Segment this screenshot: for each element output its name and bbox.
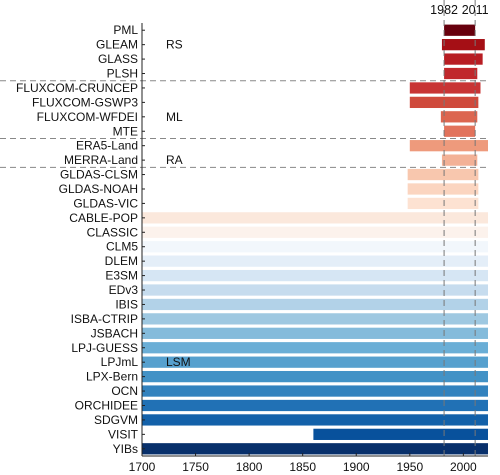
- y-tick-label-gldas-noah: GLDAS-NOAH: [59, 182, 138, 196]
- y-tick-label-ibis: IBIS: [115, 297, 138, 311]
- y-tick-label-classic: CLASSIC: [87, 225, 139, 239]
- y-tick-label-ocn: OCN: [111, 384, 138, 398]
- bar-gldas-vic: [407, 197, 479, 210]
- bar-gleam: [441, 39, 485, 51]
- bar-gldas-clsm: [407, 168, 479, 181]
- reference-label-2011: 2011: [462, 3, 489, 17]
- y-tick-label-lpj-guess: LPJ-GUESS: [71, 341, 138, 355]
- bar-glass: [444, 53, 483, 65]
- y-tick-label-merra-land: MERRA-Land: [64, 153, 138, 167]
- bar-orchidee: [142, 399, 488, 412]
- y-tick-label-jsbach: JSBACH: [91, 326, 138, 340]
- bar-lpj-guess: [142, 342, 488, 354]
- x-tick-label-1800: 1800: [236, 460, 263, 474]
- x-tick-label-1950: 1950: [396, 460, 423, 474]
- x-tick-label-2000: 2000: [450, 460, 477, 474]
- y-tick-label-sdgvm: SDGVM: [94, 413, 138, 427]
- y-tick-label-e3sm: E3SM: [105, 269, 138, 283]
- bar-plsh: [444, 67, 478, 80]
- y-tick-label-fluxcom-gswp3: FLUXCOM-GSWP3: [32, 95, 138, 109]
- group-label-lsm: LSM: [166, 355, 191, 369]
- bar-mte: [444, 125, 476, 137]
- bar-fluxcom-wfdei: [440, 111, 478, 123]
- bar-era5-land: [409, 140, 488, 152]
- y-tick-label-orchidee: ORCHIDEE: [75, 398, 138, 412]
- y-tick-label-edv3: EDv3: [109, 283, 139, 297]
- y-tick-label-lpjml: LPJmL: [101, 355, 139, 369]
- bar-jsbach: [142, 327, 488, 339]
- reference-label-1982: 1982: [430, 3, 458, 17]
- x-tick-label-1750: 1750: [182, 460, 209, 474]
- y-tick-label-plsh: PLSH: [107, 67, 138, 81]
- bar-ibis: [142, 298, 488, 311]
- bar-yibs: [142, 443, 488, 455]
- bar-ocn: [142, 385, 488, 397]
- y-tick-label-isba-ctrip: ISBA-CTRIP: [71, 312, 138, 326]
- y-tick-label-cable-pop: CABLE-POP: [69, 211, 138, 225]
- bar-fluxcom-cruncep: [409, 82, 481, 94]
- y-tick-label-gldas-vic: GLDAS-VIC: [73, 196, 138, 210]
- y-tick-label-dlem: DLEM: [105, 254, 138, 268]
- bar-sdgvm: [142, 414, 488, 426]
- group-label-rs: RS: [166, 38, 183, 52]
- y-tick-label-clm5: CLM5: [106, 240, 138, 254]
- bar-cable-pop: [142, 212, 488, 224]
- bar-clm5: [142, 241, 488, 253]
- y-tick-label-lpx-bern: LPX-Bern: [86, 370, 138, 384]
- bar-isba-ctrip: [142, 313, 488, 325]
- y-tick-label-era5-land: ERA5-Land: [76, 139, 138, 153]
- plot-area: [142, 23, 488, 456]
- group-label-ml: ML: [166, 110, 183, 124]
- bar-visit: [313, 428, 488, 440]
- bar-gldas-noah: [407, 183, 479, 195]
- y-tick-label-fluxcom-cruncep: FLUXCOM-CRUNCEP: [16, 81, 138, 95]
- bar-lpjml: [142, 356, 488, 368]
- y-tick-label-visit: VISIT: [108, 427, 139, 441]
- bar-dlem: [142, 255, 488, 267]
- bar-merra-land: [441, 154, 478, 166]
- x-tick-label-1850: 1850: [289, 460, 316, 474]
- bar-classic: [142, 226, 488, 238]
- group-label-ra: RA: [166, 153, 183, 167]
- bar-edv3: [142, 284, 488, 296]
- y-tick-label-gldas-clsm: GLDAS-CLSM: [60, 168, 138, 182]
- bar-lpx-bern: [142, 370, 488, 383]
- bar-e3sm: [142, 269, 488, 282]
- x-tick-label-1700: 1700: [129, 460, 156, 474]
- y-tick-label-pml: PML: [113, 23, 138, 37]
- y-tick-label-glass: GLASS: [98, 52, 138, 66]
- x-tick-label-1900: 1900: [343, 460, 370, 474]
- bar-pml: [444, 24, 476, 36]
- y-tick-label-mte: MTE: [113, 124, 138, 138]
- y-tick-label-yibs: YIBs: [113, 442, 138, 456]
- y-tick-label-gleam: GLEAM: [96, 38, 138, 52]
- y-tick-label-fluxcom-wfdei: FLUXCOM-WFDEI: [37, 110, 138, 124]
